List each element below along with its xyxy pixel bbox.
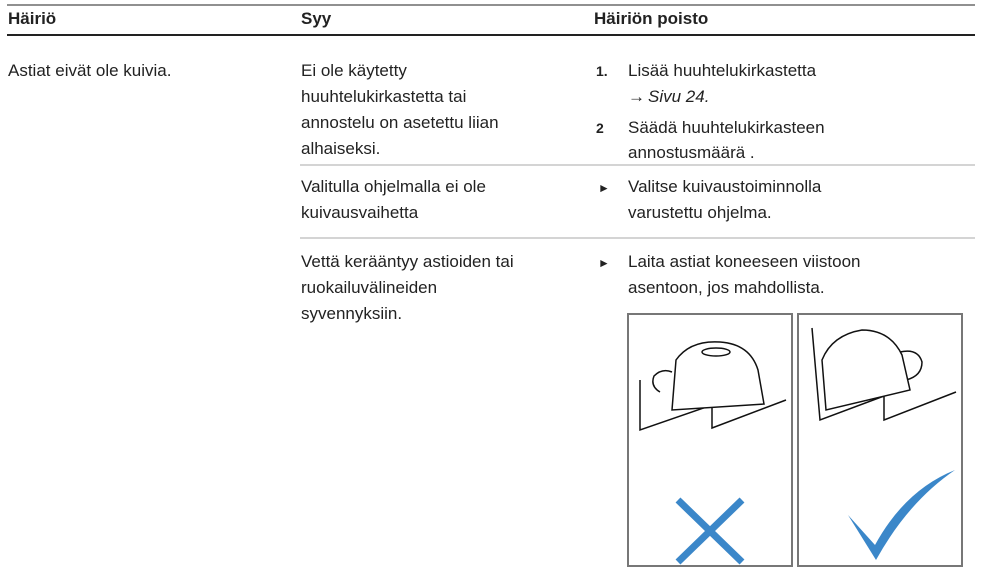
- step-marker: 1.: [596, 63, 608, 79]
- bullet: ►: [598, 256, 610, 270]
- header-cell: Syy: [301, 9, 332, 28]
- remedy: Säädä huuhtelukirkasteen: [628, 118, 825, 137]
- illustration-wrong: [627, 313, 793, 567]
- ref-arrow: →: [628, 87, 645, 106]
- header-cell: Häiriön poisto: [594, 9, 708, 28]
- remedy: Lisää huuhtelukirkastetta: [628, 61, 817, 80]
- cause: alhaiseksi.: [301, 139, 380, 158]
- ref-link[interactable]: Sivu 24.: [648, 87, 709, 106]
- cause: annostelu on asetettu liian: [301, 113, 499, 132]
- remedy: asentoon, jos mahdollista.: [628, 278, 825, 297]
- remedy: varustettu ohjelma.: [628, 203, 772, 222]
- cause: syvennyksiin.: [301, 304, 402, 323]
- cause: ruokailuvälineiden: [301, 278, 437, 297]
- remedy: Laita astiat koneeseen viistoon: [628, 252, 861, 271]
- header-cell: Häiriö: [8, 9, 56, 28]
- cause: Ei ole käytetty: [301, 61, 407, 80]
- problem: Astiat eivät ole kuivia.: [8, 61, 171, 80]
- remedy: Valitse kuivaustoiminnolla: [628, 177, 822, 196]
- header: Häiriö Syy Häiriön poisto: [8, 9, 708, 28]
- cause: Valitulla ohjelmalla ei ole: [301, 177, 486, 196]
- cause: Vettä kerääntyy astioiden tai: [301, 252, 514, 271]
- illustration-right: [797, 313, 963, 567]
- bullet: ►: [598, 181, 610, 195]
- step-marker: 2: [596, 120, 604, 136]
- remedy: annostusmäärä .: [628, 143, 755, 162]
- cause: huuhtelukirkastetta tai: [301, 87, 466, 106]
- rules: [7, 4, 975, 239]
- cause: kuivausvaihetta: [301, 203, 419, 222]
